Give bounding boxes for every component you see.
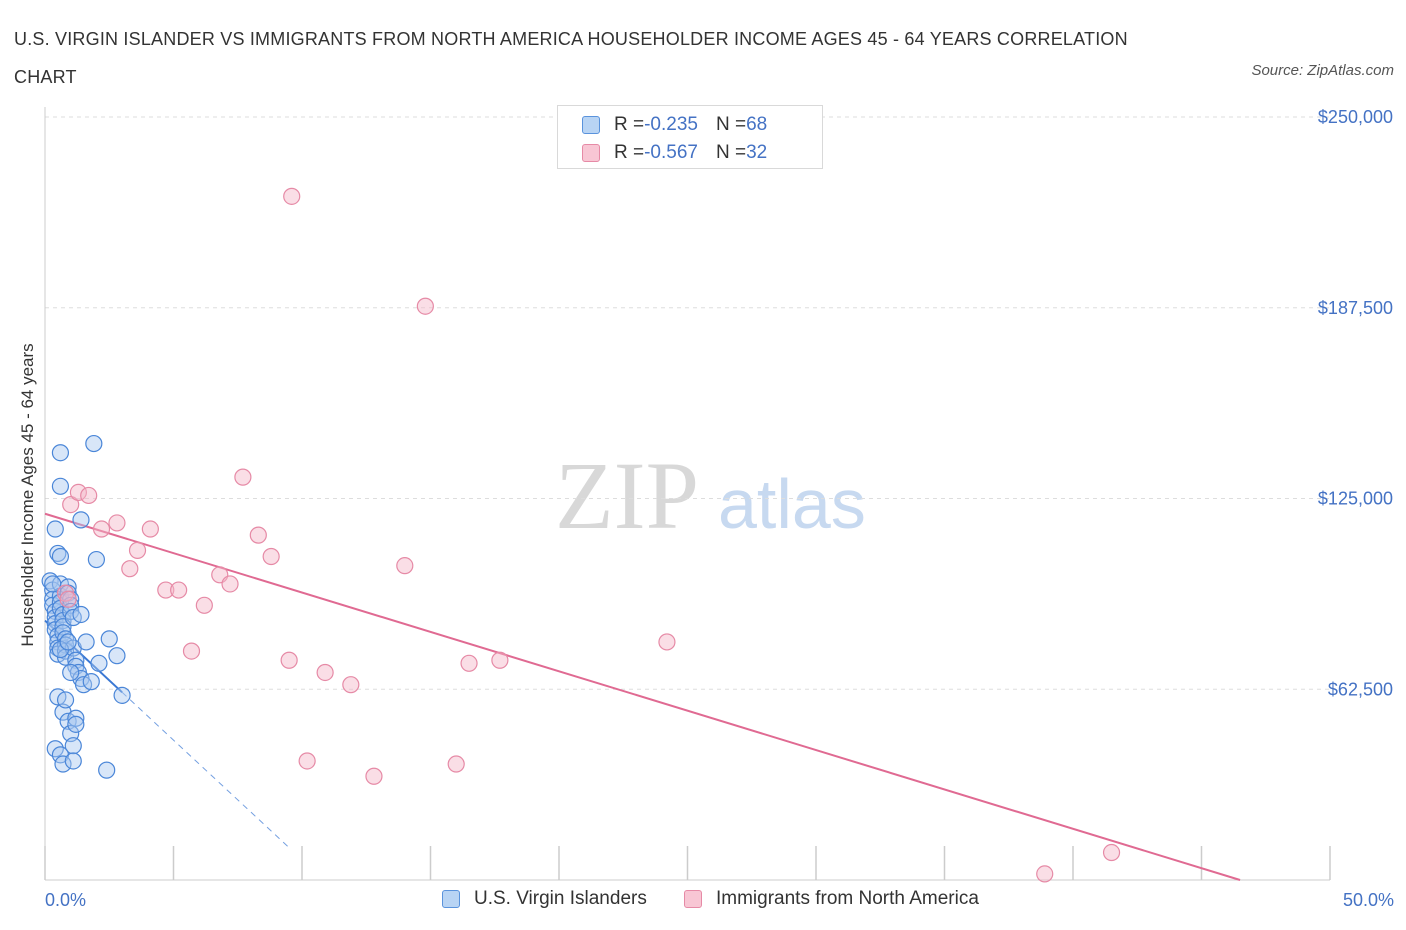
y-tick-label-1: $125,000: [1318, 489, 1393, 509]
point-virgin-islanders: [51, 444, 70, 462]
bottom-legend-label-blue: U.S. Virgin Islanders: [474, 888, 647, 909]
legend-r-label: R =: [614, 142, 645, 163]
point-virgin-islanders: [82, 673, 100, 691]
legend-n-label: N =: [715, 142, 747, 163]
point-north-america: [280, 651, 298, 669]
point-north-america: [221, 575, 239, 593]
point-virgin-islanders: [98, 761, 116, 779]
point-virgin-islanders: [108, 647, 126, 665]
point-north-america: [365, 767, 383, 785]
point-virgin-islanders: [56, 691, 75, 709]
point-north-america: [416, 297, 434, 315]
legend-r-value: -0.567: [644, 142, 698, 163]
axes: [44, 107, 1331, 881]
point-north-america: [80, 486, 98, 505]
legend-r-label: R =: [614, 114, 645, 135]
point-north-america: [108, 514, 126, 532]
point-virgin-islanders: [51, 547, 70, 566]
point-north-america: [69, 483, 88, 501]
watermark-atlas: atlas: [718, 465, 866, 543]
point-virgin-islanders: [67, 709, 85, 727]
point-north-america: [447, 755, 465, 773]
point-north-america: [1102, 843, 1121, 862]
watermark-zip: ZIP: [555, 442, 699, 549]
y-tick-labels: $62,500 $125,000 $187,500 $250,000: [1318, 107, 1393, 699]
point-virgin-islanders: [44, 575, 62, 593]
point-north-america: [298, 752, 316, 770]
point-north-america: [491, 651, 509, 669]
correlation-legend: R = -0.235 N = 68 R = -0.567 N = 32: [557, 105, 823, 169]
legend-row-north-america: R = -0.567 N = 32: [582, 141, 767, 165]
point-virgin-islanders: [51, 477, 70, 495]
point-virgin-islanders: [64, 752, 82, 770]
point-north-america: [195, 596, 213, 614]
point-north-america: [396, 557, 414, 575]
point-north-america: [1036, 865, 1054, 883]
series-virgin-islanders-points: [41, 434, 131, 779]
point-north-america: [658, 633, 676, 651]
legend-n-label: N =: [715, 114, 747, 135]
y-tick-label-3: $250,000: [1318, 107, 1393, 127]
bottom-legend-swatch-pink: [684, 890, 702, 908]
gridlines: [45, 116, 1330, 690]
point-virgin-islanders: [49, 544, 67, 563]
bottom-legend-swatch-blue: [442, 890, 460, 908]
legend-n-value: 32: [746, 142, 768, 163]
bottom-legend-virgin-islanders: U.S. Virgin Islanders: [442, 888, 647, 910]
trend-line-north-america: [44, 512, 1241, 881]
point-virgin-islanders: [62, 663, 80, 682]
point-virgin-islanders: [59, 633, 77, 651]
point-virgin-islanders: [72, 511, 90, 529]
point-virgin-islanders: [85, 434, 103, 453]
source-label: Source: ZipAtlas.com: [1251, 62, 1394, 79]
point-virgin-islanders: [72, 605, 90, 624]
point-north-america: [249, 526, 267, 544]
point-north-america: [460, 654, 478, 672]
legend-row-virgin-islanders: R = -0.235 N = 68: [582, 113, 767, 137]
point-virgin-islanders: [64, 737, 82, 755]
point-north-america: [182, 642, 201, 660]
point-north-america: [59, 590, 77, 608]
bottom-legend-north-america: Immigrants from North America: [684, 888, 979, 910]
point-north-america: [141, 520, 159, 538]
legend-n-value: 68: [746, 114, 768, 135]
y-axis-label: Householder Income Ages 45 - 64 years: [18, 343, 37, 646]
series-north-america-points: [56, 187, 1121, 883]
x-tick-max: 50.0%: [1342, 890, 1394, 910]
legend-swatch-pink: [582, 144, 600, 162]
point-north-america: [170, 581, 188, 599]
point-virgin-islanders: [87, 550, 106, 569]
point-north-america: [262, 547, 280, 566]
point-virgin-islanders: [67, 715, 85, 733]
x-tick-min: 0.0%: [45, 890, 87, 910]
point-north-america: [157, 581, 175, 599]
bottom-legend-label-pink: Immigrants from North America: [716, 888, 979, 909]
y-tick-label-2: $187,500: [1318, 298, 1393, 318]
legend-swatch-blue: [582, 116, 600, 134]
point-virgin-islanders: [90, 654, 108, 672]
legend-r-value: -0.235: [644, 114, 698, 135]
point-north-america: [62, 496, 80, 514]
point-north-america: [234, 468, 252, 486]
point-virgin-islanders: [113, 686, 131, 704]
point-north-america: [92, 520, 111, 538]
point-north-america: [283, 187, 301, 205]
point-virgin-islanders: [100, 630, 118, 648]
point-virgin-islanders: [54, 755, 72, 773]
chart-title: U.S. VIRGIN ISLANDER VS IMMIGRANTS FROM …: [14, 29, 1128, 87]
trend-line-virgin-islanders-extension: [121, 691, 290, 849]
point-north-america: [121, 560, 139, 578]
point-north-america: [342, 676, 360, 694]
y-tick-label-0: $62,500: [1328, 679, 1393, 699]
point-virgin-islanders: [77, 633, 95, 651]
point-north-america: [128, 541, 147, 559]
point-north-america: [316, 663, 334, 682]
point-virgin-islanders: [46, 520, 64, 538]
